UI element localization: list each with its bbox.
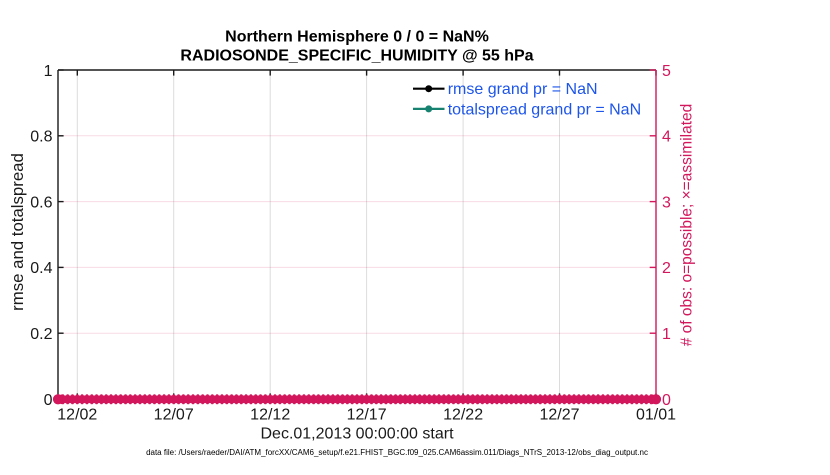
svg-text:Dec.01,2013 00:00:00 start: Dec.01,2013 00:00:00 start	[260, 426, 454, 443]
svg-text:0: 0	[662, 392, 671, 409]
svg-text:0.8: 0.8	[30, 129, 52, 146]
svg-text:rmse grand pr = NaN: rmse grand pr = NaN	[448, 81, 598, 98]
svg-text:01/01: 01/01	[636, 407, 676, 424]
svg-text:12/07: 12/07	[154, 407, 194, 424]
svg-text:RADIOSONDE_SPECIFIC_HUMIDITY @: RADIOSONDE_SPECIFIC_HUMIDITY @ 55 hPa	[180, 48, 533, 65]
svg-text:2: 2	[662, 260, 671, 277]
svg-text:1: 1	[662, 326, 671, 343]
svg-text:12/22: 12/22	[443, 407, 483, 424]
svg-text:3: 3	[662, 194, 671, 211]
svg-text:4: 4	[662, 129, 671, 146]
svg-text:0.4: 0.4	[30, 260, 52, 277]
svg-text:12/02: 12/02	[57, 407, 97, 424]
svg-text:totalspread grand pr = NaN: totalspread grand pr = NaN	[448, 101, 641, 118]
svg-text:0: 0	[44, 392, 53, 409]
svg-text:1: 1	[44, 63, 53, 80]
svg-text:data file: /Users/raeder/DAI/A: data file: /Users/raeder/DAI/ATM_forcXX/…	[146, 448, 648, 457]
svg-text:12/27: 12/27	[539, 407, 579, 424]
svg-text:12/12: 12/12	[250, 407, 290, 424]
svg-text:0.2: 0.2	[30, 326, 52, 343]
svg-text:5: 5	[662, 63, 671, 80]
svg-text:rmse and totalspread: rmse and totalspread	[8, 153, 27, 311]
svg-text:0.6: 0.6	[30, 194, 52, 211]
svg-text:# of obs: o=possible; ×=assimi: # of obs: o=possible; ×=assimilated	[679, 104, 696, 347]
svg-text:12/17: 12/17	[347, 407, 387, 424]
svg-text:Northern Hemisphere 0 / 0 = Na: Northern Hemisphere 0 / 0 = NaN%	[225, 29, 489, 46]
